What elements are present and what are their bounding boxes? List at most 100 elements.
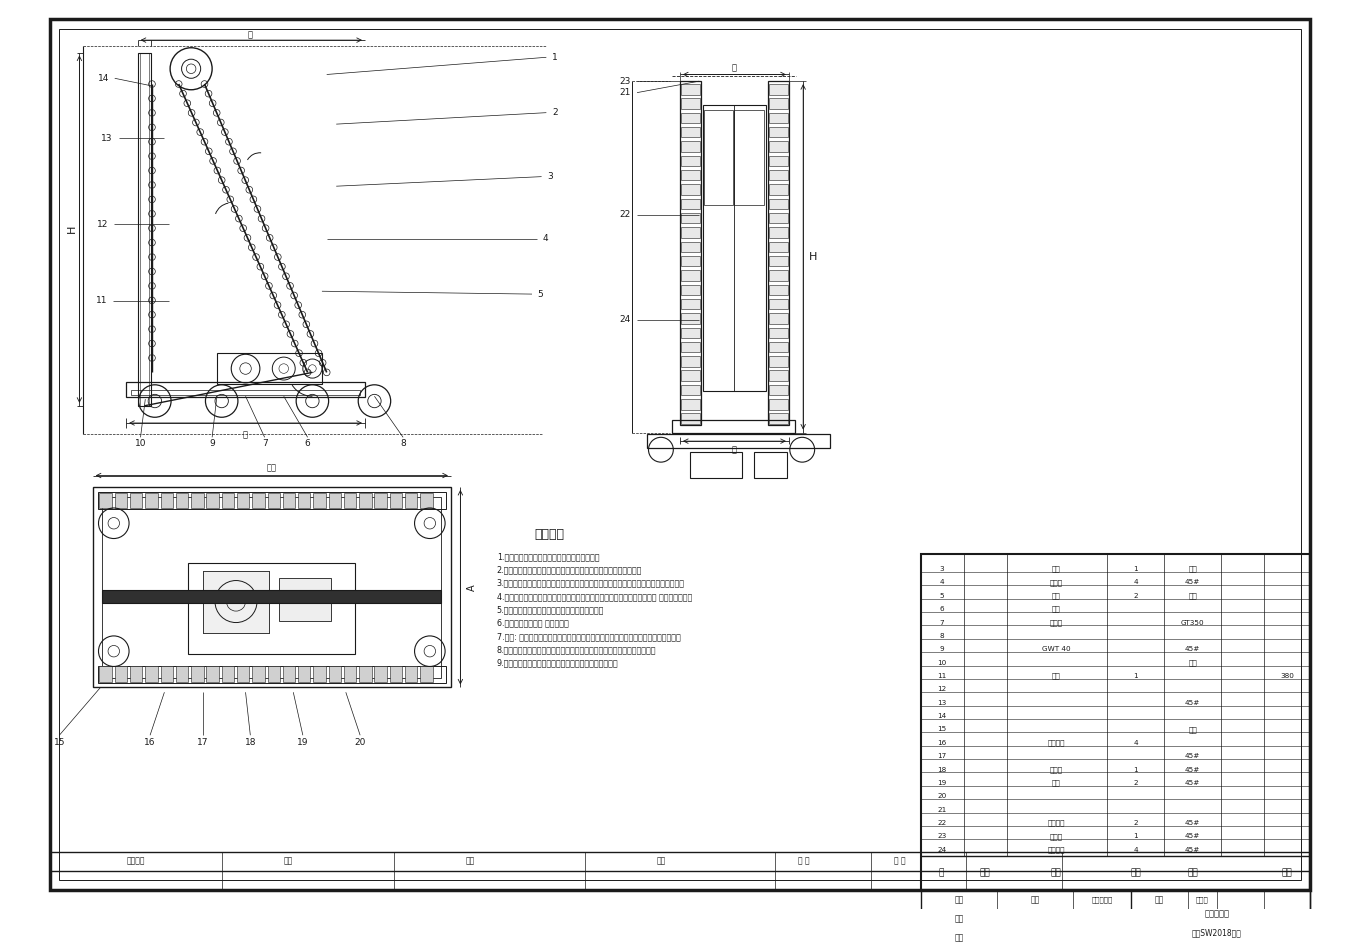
- Bar: [690, 451, 743, 478]
- Bar: [921, 890, 1310, 952]
- Bar: [131, 493, 143, 508]
- Bar: [126, 382, 364, 397]
- Text: 45#: 45#: [1185, 766, 1201, 773]
- Bar: [768, 141, 787, 151]
- Text: 8: 8: [400, 440, 407, 448]
- Bar: [405, 666, 418, 682]
- Bar: [283, 493, 295, 508]
- Text: 2: 2: [1133, 593, 1138, 599]
- Text: 23: 23: [619, 77, 630, 86]
- Bar: [1130, 890, 1310, 952]
- Text: 从动链: 从动链: [1050, 579, 1062, 585]
- Bar: [374, 493, 386, 508]
- Text: 5: 5: [940, 593, 944, 599]
- Bar: [192, 666, 204, 682]
- Bar: [768, 127, 787, 137]
- Bar: [207, 493, 219, 508]
- Text: 24: 24: [937, 846, 947, 853]
- Text: 15: 15: [937, 726, 947, 732]
- Text: 8: 8: [940, 633, 944, 639]
- Bar: [768, 356, 787, 367]
- Bar: [921, 554, 1310, 890]
- Text: 1: 1: [1133, 673, 1138, 679]
- Text: 链条: 链条: [1051, 592, 1061, 599]
- Bar: [681, 141, 700, 151]
- Bar: [146, 666, 158, 682]
- Bar: [681, 327, 700, 338]
- Text: 序: 序: [938, 868, 944, 877]
- Bar: [681, 213, 700, 224]
- Bar: [298, 493, 310, 508]
- Bar: [192, 493, 204, 508]
- Text: 7: 7: [940, 620, 944, 625]
- Bar: [681, 399, 700, 409]
- Text: 三维SW2018带参: 三维SW2018带参: [1191, 928, 1242, 938]
- Bar: [359, 666, 371, 682]
- Text: 15: 15: [53, 739, 65, 747]
- Bar: [768, 81, 789, 425]
- Text: 18: 18: [245, 739, 256, 747]
- Bar: [768, 228, 787, 238]
- Bar: [681, 127, 700, 137]
- Text: 钢制: 钢制: [1189, 592, 1197, 599]
- Text: 14: 14: [98, 74, 109, 83]
- Bar: [768, 84, 787, 94]
- Text: 宽: 宽: [732, 63, 737, 72]
- Bar: [768, 155, 787, 167]
- Text: 链轮轴承: 链轮轴承: [1047, 740, 1065, 746]
- Text: 1: 1: [552, 52, 558, 62]
- Bar: [768, 370, 787, 381]
- Text: 19: 19: [296, 739, 309, 747]
- Bar: [137, 52, 151, 406]
- Text: 16: 16: [937, 740, 947, 745]
- Bar: [768, 342, 787, 352]
- Text: 45#: 45#: [1185, 846, 1201, 853]
- Text: 6.链链安装于链，在 链链链链。: 6.链链安装于链，在 链链链链。: [496, 619, 568, 627]
- Text: 4: 4: [1133, 580, 1138, 585]
- Bar: [298, 666, 310, 682]
- Text: 18: 18: [937, 766, 947, 773]
- Bar: [681, 84, 700, 94]
- Bar: [344, 493, 356, 508]
- Text: 共 张: 共 张: [798, 857, 811, 865]
- Text: 链轮轴: 链轮轴: [1050, 766, 1062, 773]
- Text: 24: 24: [619, 315, 630, 325]
- Bar: [672, 420, 794, 433]
- Text: 更改文件号: 更改文件号: [1092, 896, 1112, 902]
- Bar: [681, 228, 700, 238]
- Text: A: A: [466, 584, 477, 590]
- Text: 宽: 宽: [732, 446, 737, 454]
- Text: 19: 19: [937, 780, 947, 786]
- Text: 链轮: 链轮: [1051, 780, 1061, 786]
- Bar: [252, 493, 265, 508]
- Text: 8.下轴轴上的限位块起限定链条位置作用，请定期检查，以确保正常工作。: 8.下轴轴上的限位块起限定链条位置作用，请定期检查，以确保正常工作。: [496, 645, 656, 654]
- Text: 45#: 45#: [1185, 753, 1201, 760]
- Bar: [680, 81, 700, 425]
- Text: 机架: 机架: [1051, 673, 1061, 680]
- Bar: [329, 666, 341, 682]
- Text: 宽: 宽: [243, 430, 248, 439]
- Bar: [160, 666, 173, 682]
- Bar: [329, 493, 341, 508]
- Bar: [420, 666, 432, 682]
- Bar: [681, 285, 700, 295]
- Bar: [681, 342, 700, 352]
- Text: 6: 6: [940, 606, 944, 612]
- Text: 年月日: 年月日: [1195, 896, 1209, 902]
- Bar: [768, 385, 787, 395]
- Text: 名称: 名称: [1051, 868, 1062, 877]
- Text: 14: 14: [937, 713, 947, 719]
- Bar: [98, 492, 446, 509]
- Bar: [390, 493, 403, 508]
- Text: GT350: GT350: [1180, 620, 1205, 625]
- Bar: [98, 665, 446, 683]
- Bar: [768, 199, 787, 209]
- Text: 11: 11: [95, 296, 107, 306]
- Text: 1: 1: [1133, 566, 1138, 572]
- Bar: [768, 299, 787, 309]
- Bar: [646, 434, 830, 447]
- Text: 签名: 签名: [1155, 895, 1164, 904]
- Bar: [681, 385, 700, 395]
- Bar: [768, 313, 787, 324]
- Text: 9: 9: [209, 440, 215, 448]
